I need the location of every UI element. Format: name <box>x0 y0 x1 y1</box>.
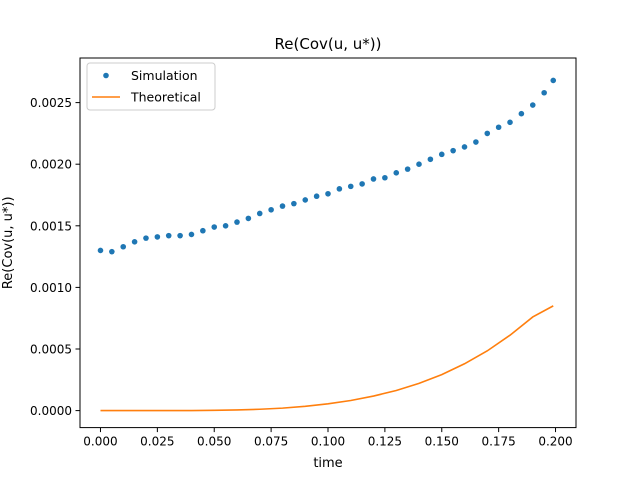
data-point-simulation <box>382 174 388 181</box>
data-point-simulation <box>461 144 468 150</box>
data-point-simulation <box>302 197 309 203</box>
data-point-simulation <box>188 231 195 238</box>
data-point-simulation <box>438 151 445 158</box>
data-point-simulation <box>495 124 502 131</box>
data-point-simulation <box>211 224 218 230</box>
data-point-simulation <box>154 234 161 240</box>
data-point-simulation <box>359 181 365 187</box>
y-axis-label: Re(Cov(u, u*)) <box>1 196 16 289</box>
data-point-simulation <box>529 102 536 108</box>
data-point-simulation <box>268 206 274 213</box>
y-tick-label: 0.0005 <box>30 342 72 356</box>
y-tick-label: 0.0010 <box>30 281 72 295</box>
y-axis: 0.0000 0.0005 0.0010 0.0015 0.0020 0.0025 <box>30 96 80 418</box>
x-tick-label: 0.125 <box>368 435 402 449</box>
x-tick-label: 0.200 <box>538 435 572 449</box>
legend-box <box>86 62 216 111</box>
data-point-simulation <box>325 190 331 197</box>
y-tick-label: 0.0025 <box>30 96 72 110</box>
x-tick-label: 0.000 <box>83 435 117 449</box>
data-point-simulation <box>370 176 377 182</box>
data-point-simulation <box>131 239 138 245</box>
data-point-simulation <box>256 210 263 217</box>
data-point-simulation <box>222 223 229 229</box>
x-tick-label: 0.150 <box>425 435 459 449</box>
data-point-simulation <box>279 203 286 209</box>
legend-label-theoretical: Theoretical <box>130 90 201 105</box>
y-tick-label: 0.0015 <box>30 219 72 233</box>
data-point-simulation <box>165 232 172 239</box>
x-axis: 0.000 0.025 0.050 0.075 0.100 0.125 0.150 0.175… <box>83 427 573 449</box>
data-point-simulation <box>484 130 491 137</box>
x-tick-label: 0.075 <box>254 435 288 449</box>
x-tick-label: 0.175 <box>481 435 515 449</box>
y-tick-label: 0.0020 <box>30 158 72 172</box>
chart-title: Re(Cov(u, u*)) <box>275 35 382 53</box>
data-point-simulation <box>200 227 206 234</box>
data-point-simulation <box>177 232 183 239</box>
legend-marker-simulation <box>103 72 109 79</box>
data-point-simulation <box>393 170 400 176</box>
data-point-simulation <box>427 156 434 163</box>
data-point-simulation <box>234 219 240 225</box>
y-tick-label: 0.0000 <box>30 404 72 418</box>
legend-label-simulation: Simulation <box>131 68 198 83</box>
x-tick-label: 0.025 <box>140 435 174 449</box>
data-point-simulation <box>291 200 297 207</box>
legend: Simulation Theoretical <box>86 62 216 111</box>
data-point-simulation <box>143 235 149 241</box>
data-point-simulation <box>541 89 547 96</box>
data-point-simulation <box>120 243 127 250</box>
series-line-theoretical <box>100 305 554 412</box>
data-point-simulation <box>109 248 115 255</box>
data-point-simulation <box>245 215 252 222</box>
data-point-simulation <box>347 183 354 190</box>
plot-series <box>97 77 557 412</box>
data-point-simulation <box>473 139 479 145</box>
data-point-simulation <box>550 77 557 84</box>
x-axis-label: time <box>313 456 342 471</box>
data-point-simulation <box>97 247 104 254</box>
data-point-simulation <box>416 161 422 167</box>
data-point-simulation <box>336 186 343 192</box>
data-point-simulation <box>313 193 320 200</box>
data-point-simulation <box>518 110 525 117</box>
data-point-simulation <box>507 119 513 126</box>
data-point-simulation <box>450 147 456 154</box>
data-point-simulation <box>404 166 411 172</box>
x-tick-label: 0.100 <box>311 435 345 449</box>
x-tick-label: 0.050 <box>197 435 231 449</box>
